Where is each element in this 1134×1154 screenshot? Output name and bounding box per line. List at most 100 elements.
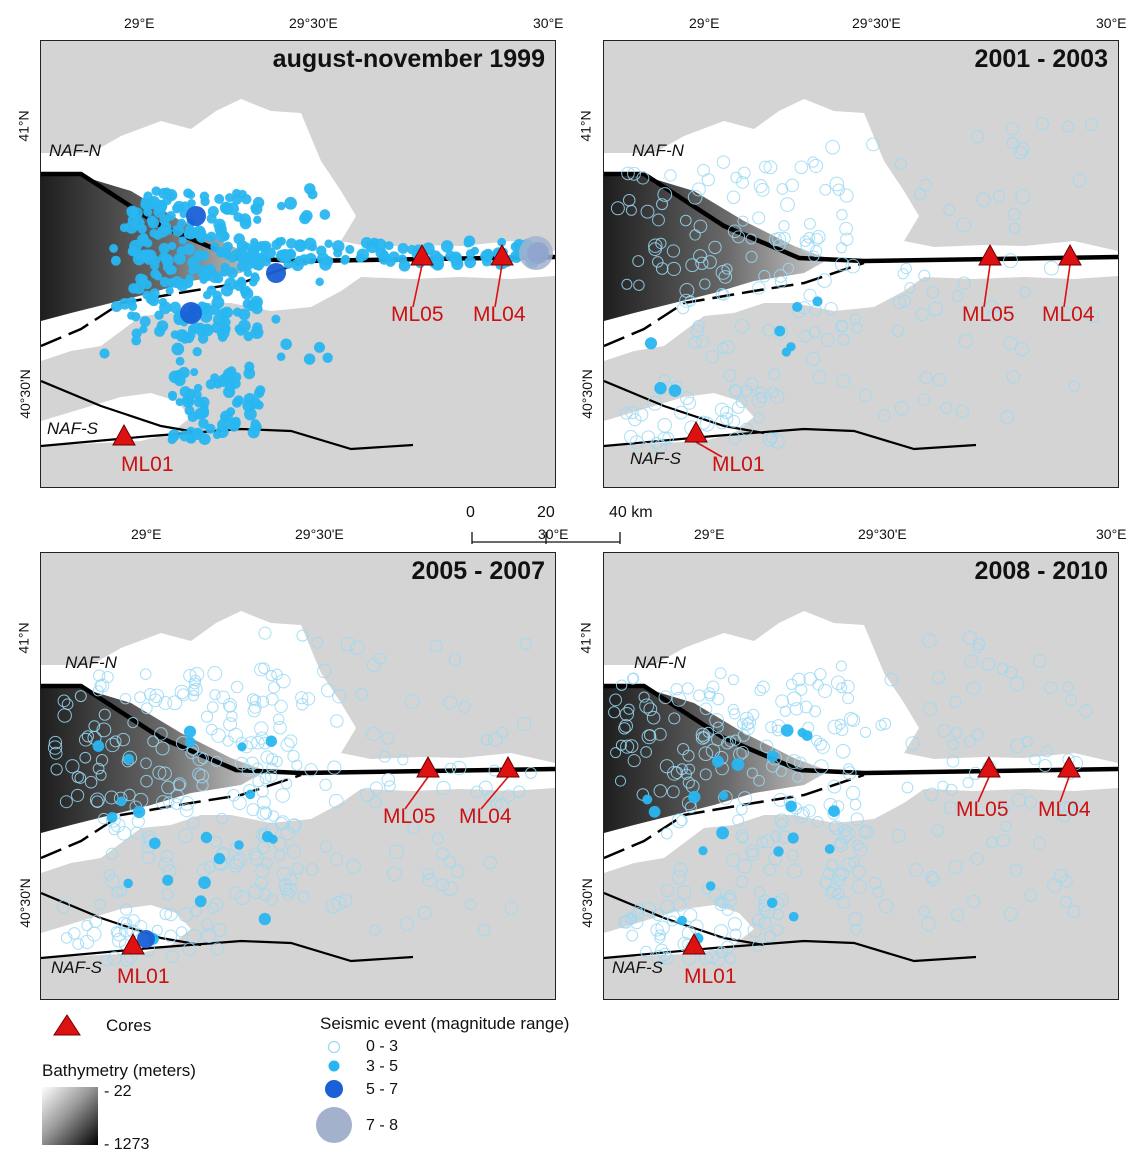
seismic-event-0-3 [1003, 253, 1018, 269]
seismic-event-0-3 [328, 793, 344, 809]
seismic-event-0-3 [1062, 681, 1074, 693]
seismic-event-3-5 [271, 314, 281, 324]
seismic-event-0-3 [922, 633, 937, 648]
seismic-event-0-3 [140, 702, 153, 715]
seismic-event-3-5 [143, 207, 153, 217]
seismic-event-0-3 [619, 915, 634, 929]
seismic-event-0-3 [271, 755, 283, 768]
seismic-event-0-3 [108, 823, 121, 836]
seismic-event-0-3 [178, 907, 194, 922]
seismic-event-0-3 [72, 938, 85, 950]
seismic-event-0-3 [800, 238, 815, 253]
seismic-event-0-3 [619, 707, 634, 722]
seismic-event-0-3 [1003, 336, 1018, 351]
seismic-event-0-3 [519, 637, 532, 650]
fault-naf-s-branch [604, 891, 765, 947]
seismic-event-0-3 [652, 213, 665, 227]
seismic-event-3-5 [718, 791, 729, 801]
seismic-event-0-3 [389, 844, 404, 860]
seismic-event-0-3 [273, 720, 287, 735]
core-leader-line [983, 264, 991, 308]
seismic-event-0-3 [658, 947, 672, 962]
seismic-event-0-3 [909, 863, 924, 877]
x-tick-29-30e: 29°30'E [295, 526, 344, 542]
seismic-event-0-3 [633, 279, 645, 291]
seismic-event-0-3 [718, 270, 733, 284]
core-label-ml01: ML01 [121, 453, 174, 476]
x-tick-30e: 30°E [1096, 526, 1127, 542]
seismic-event-3-5 [193, 250, 205, 261]
seismic-event-0-3 [127, 717, 139, 729]
map-panel-2001: 2001 - 2003 NAF-N NAF-S ML05 ML04 ML01 [603, 40, 1119, 488]
seismic-event-0-3 [59, 795, 73, 809]
seismic-event-0-3 [634, 407, 649, 422]
seismic-event-0-3 [272, 713, 285, 726]
seismic-event-3-5 [175, 356, 185, 366]
seismic-event-0-3 [734, 318, 750, 334]
seismic-event-0-3 [157, 766, 172, 781]
magnitude-0-3-label: 0 - 3 [366, 1038, 399, 1055]
core-ml01-marker [684, 420, 708, 443]
seismic-event-0-3 [100, 954, 113, 967]
seismic-event-0-3 [92, 669, 106, 682]
seismic-event-0-3 [653, 784, 668, 798]
seismic-event-0-3 [724, 889, 736, 902]
seismic-event-0-3 [647, 395, 663, 411]
seismic-event-0-3 [96, 722, 112, 738]
seismic-event-3-5 [175, 398, 184, 407]
seismic-event-0-3 [417, 905, 432, 920]
fault-label-naf-n: NAF-N [49, 141, 101, 160]
seismic-event-0-3 [232, 795, 247, 811]
seismic-event-0-3 [666, 244, 681, 258]
fault-label-naf-s: NAF-S [612, 958, 663, 977]
seismic-event-0-3 [833, 874, 846, 887]
seismic-event-0-3 [170, 798, 183, 810]
seismic-event-0-3 [819, 183, 832, 196]
fault-naf-n [604, 683, 1118, 776]
seismic-event-3-5 [304, 183, 316, 195]
seismic-event-0-3 [431, 832, 444, 845]
seismic-event-0-3 [297, 890, 310, 903]
seismic-event-3-5 [280, 338, 292, 350]
seismic-event-0-3 [859, 824, 874, 840]
seismic-event-0-3 [639, 698, 655, 714]
seismic-event-3-5 [828, 805, 840, 817]
seismic-event-0-3 [109, 735, 122, 748]
seismic-event-0-3 [812, 679, 824, 691]
seismic-event-0-3 [251, 762, 264, 775]
seismic-event-0-3 [727, 674, 740, 686]
seismic-event-3-5 [185, 388, 197, 400]
seismic-event-0-3 [205, 723, 218, 736]
seismic-event-3-5 [277, 236, 286, 246]
seismic-event-0-3 [743, 716, 757, 729]
seismic-event-0-3 [763, 863, 776, 876]
seismic-event-0-3 [925, 870, 939, 884]
seismic-event-0-3 [766, 432, 778, 444]
seismic-event-0-3 [654, 929, 666, 941]
seismic-event-0-3 [699, 278, 711, 290]
seismic-event-0-3 [739, 711, 754, 726]
seismic-event-0-3 [803, 672, 817, 686]
seismic-event-0-3 [267, 681, 281, 694]
seismic-event-3-5 [233, 395, 244, 406]
seismic-event-0-3 [741, 718, 754, 731]
seismic-event-3-5 [648, 805, 661, 818]
seismic-event-0-3 [287, 750, 300, 763]
seismic-event-0-3 [484, 790, 496, 803]
seismic-event-0-3 [1059, 874, 1073, 888]
seismic-event-0-3 [115, 885, 128, 897]
seismic-event-0-3 [751, 913, 765, 927]
seismic-event-0-3 [778, 231, 791, 245]
seismic-event-0-3 [95, 754, 109, 767]
seismic-event-0-3 [280, 737, 295, 752]
seismic-event-3-5 [294, 255, 304, 265]
seismic-event-0-3 [350, 640, 365, 655]
seismic-event-0-3 [755, 183, 770, 197]
seismic-event-3-5 [193, 396, 205, 408]
seismic-event-0-3 [729, 384, 743, 398]
scale-bar [471, 532, 621, 544]
seismic-event-0-3 [835, 866, 850, 881]
seismic-event-3-5 [186, 190, 196, 200]
gemlik-gulf [604, 905, 754, 957]
seismic-event-0-3 [81, 730, 94, 743]
